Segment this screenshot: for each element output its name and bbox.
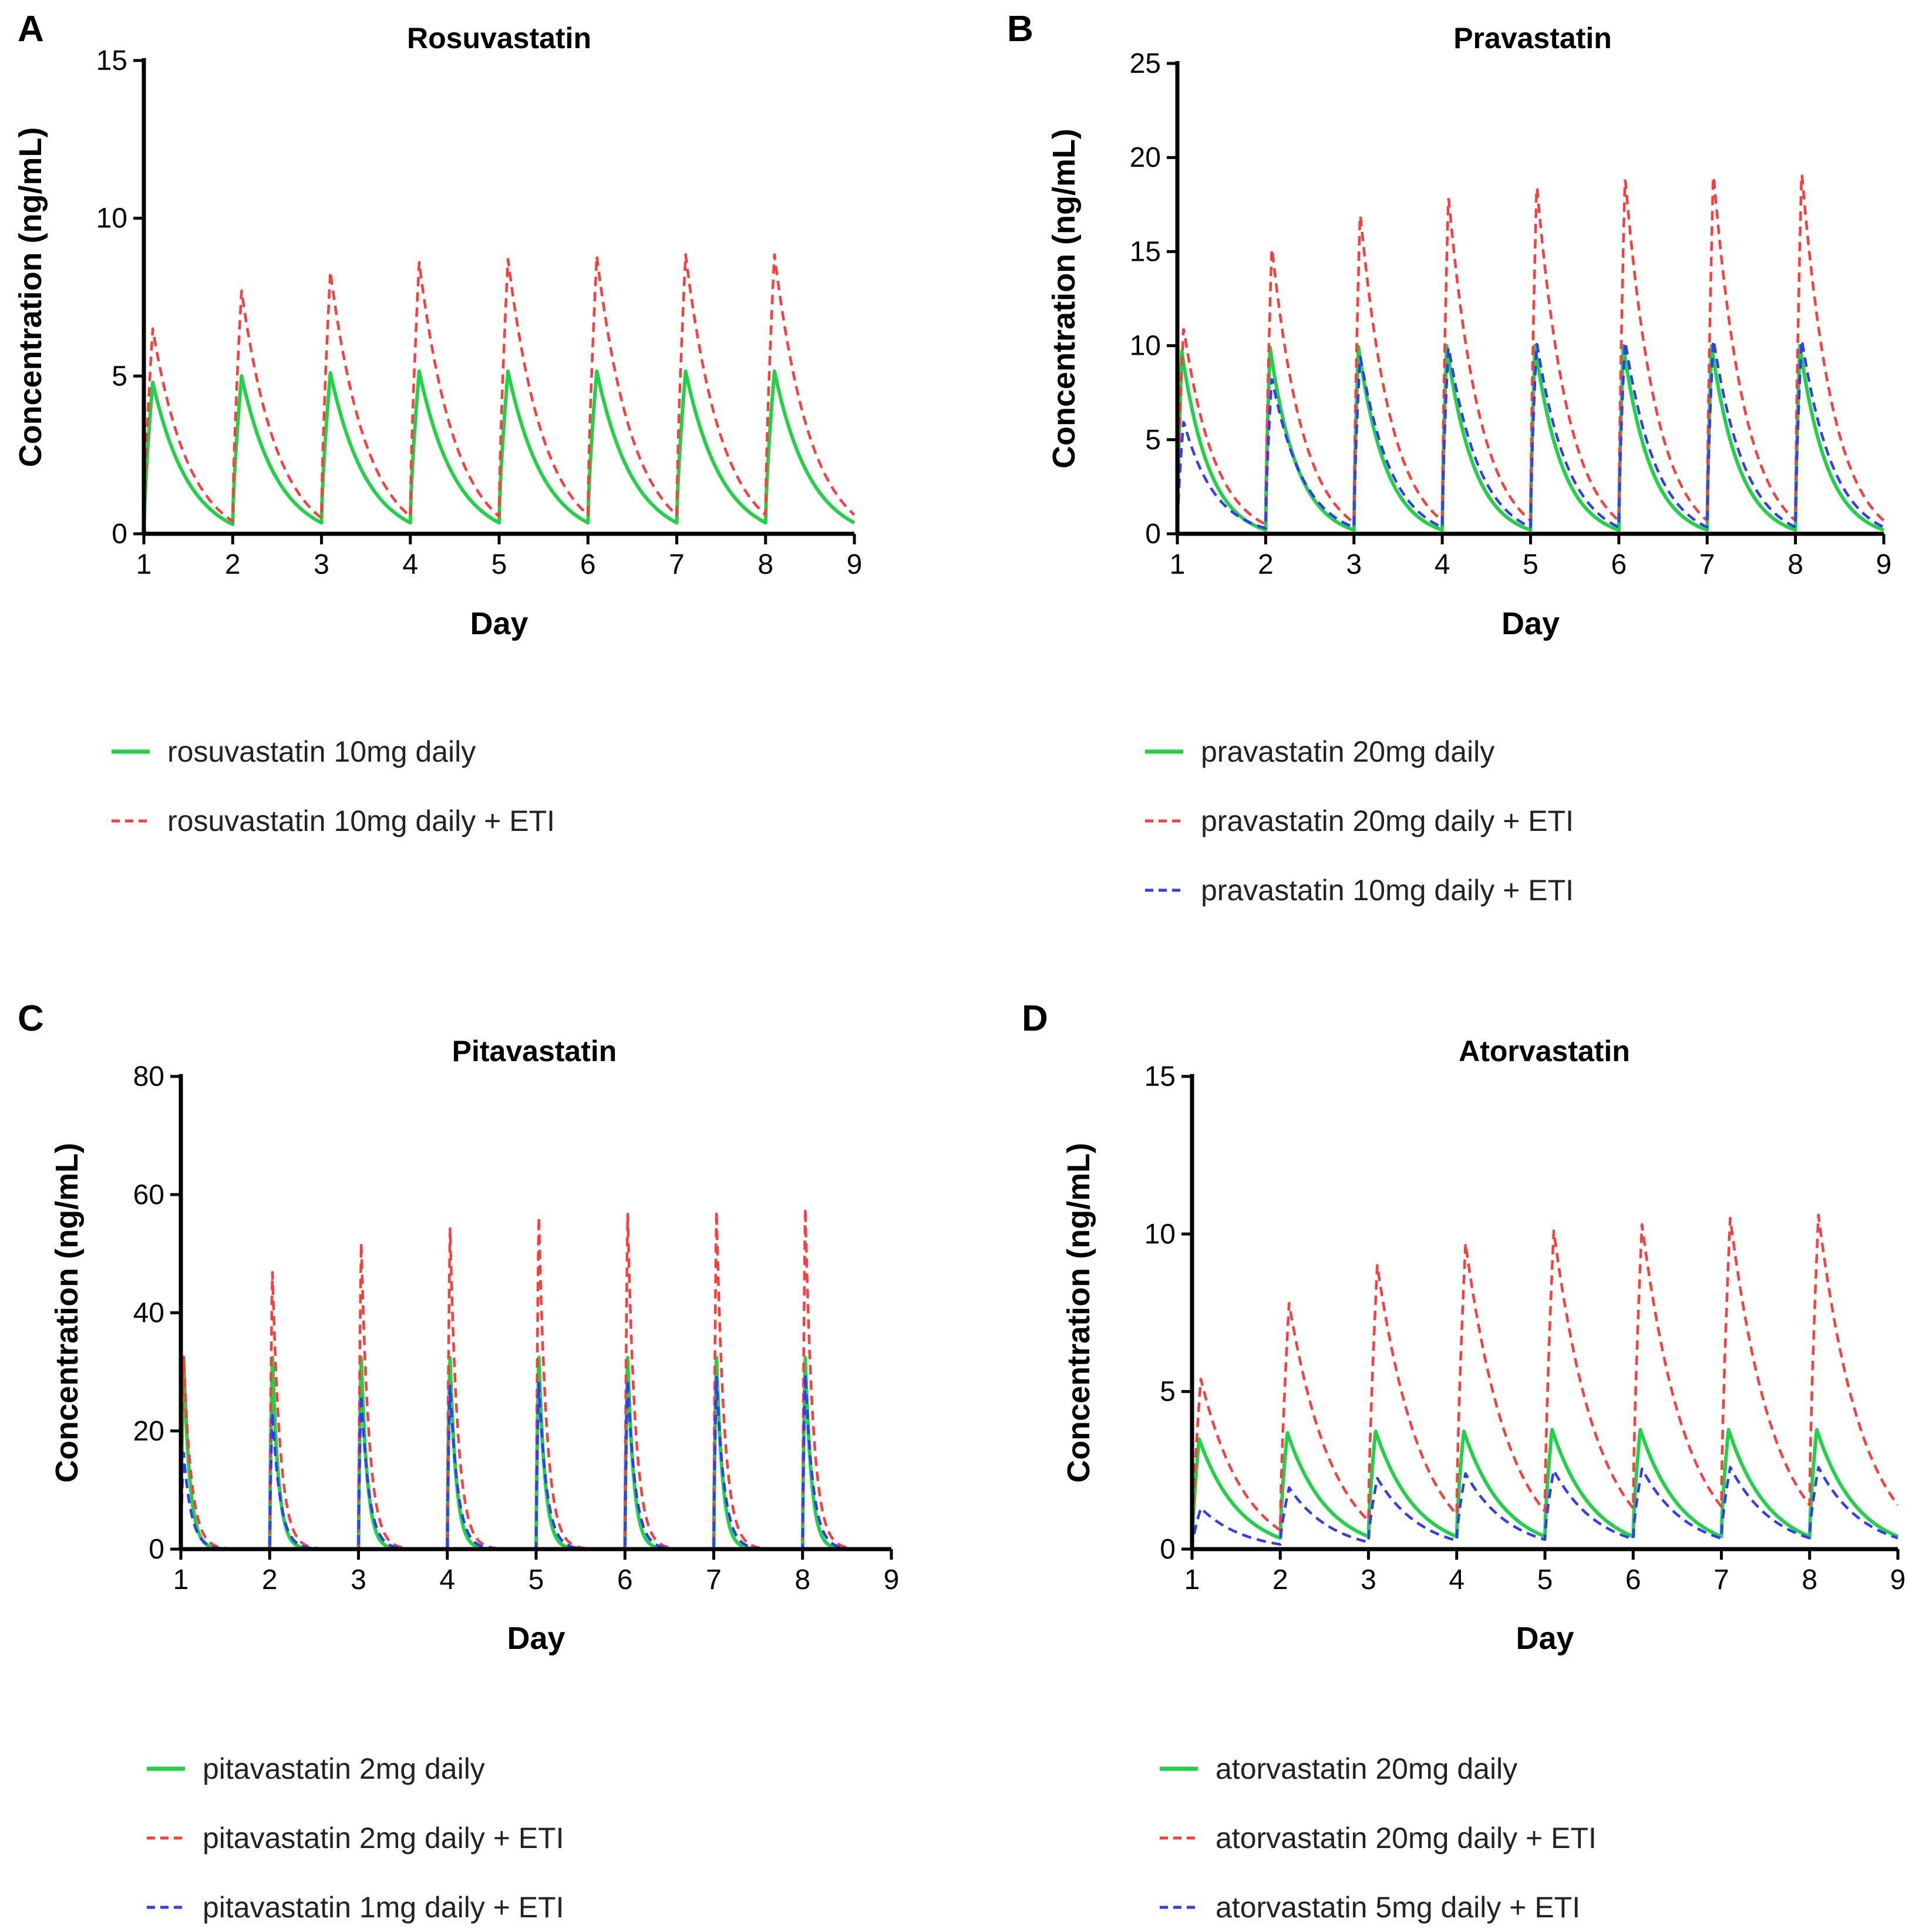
x-axis-label: Day (470, 606, 528, 641)
y-tick-label: 40 (133, 1298, 164, 1329)
x-tick-label: 5 (1537, 1564, 1553, 1596)
y-tick-label: 20 (133, 1416, 164, 1447)
legend-label-2: pitavastatin 2mg daily + ETI (203, 1822, 564, 1854)
x-tick-label: 1 (1170, 549, 1186, 580)
legend-label-3: pitavastatin 1mg daily + ETI (203, 1891, 564, 1924)
x-tick-label: 5 (528, 1564, 544, 1596)
panel-d: D Atorvastatin Concentration (ng/mL) Day 0 5 1… (1022, 998, 1905, 1924)
x-tick-label: 2 (1272, 1564, 1288, 1596)
x-tick-label: 9 (847, 549, 863, 580)
x-tick-label: 4 (1435, 549, 1450, 580)
legend-label-2: atorvastatin 20mg daily + ETI (1216, 1822, 1597, 1854)
y-tick-label: 80 (133, 1061, 164, 1092)
y-tick-label: 0 (1145, 519, 1161, 550)
x-tick-label: 8 (794, 1564, 810, 1596)
y-axis-label: Concentration (ng/mL) (1046, 129, 1082, 469)
x-tick-label: 4 (402, 549, 418, 580)
legend-label-1: pravastatin 20mg daily (1201, 735, 1494, 768)
series-line-2 (142, 253, 856, 534)
chart-title: Pitavastatin (452, 1035, 617, 1068)
x-tick-label: 9 (1890, 1564, 1906, 1596)
legend-label-1: pitavastatin 2mg daily (203, 1752, 485, 1785)
legend-label-2: rosuvastatin 10mg daily + ETI (167, 805, 555, 837)
series-line-1 (1176, 344, 1886, 534)
x-tick-label: 3 (1346, 549, 1362, 580)
y-tick-label: 10 (1144, 1219, 1176, 1250)
legend-label-3: pravastatin 10mg daily + ETI (1201, 874, 1574, 907)
x-tick-label: 7 (1713, 1564, 1729, 1596)
x-tick-label: 1 (1184, 1564, 1200, 1596)
x-axis-label: Day (1516, 1621, 1574, 1656)
legend-label-3: atorvastatin 5mg daily + ETI (1216, 1891, 1580, 1924)
panel-letter: C (18, 998, 44, 1039)
y-tick-label: 5 (1160, 1376, 1176, 1408)
x-tick-label: 6 (617, 1564, 633, 1596)
x-tick-label: 4 (439, 1564, 455, 1596)
y-tick-label: 10 (96, 203, 127, 234)
legend-label-1: atorvastatin 20mg daily (1216, 1752, 1517, 1785)
y-tick-label: 15 (96, 45, 127, 76)
x-tick-label: 8 (1787, 549, 1803, 580)
series-line-3 (1190, 1466, 1899, 1550)
y-tick-label: 5 (112, 361, 127, 392)
x-axis-label: Day (507, 1621, 565, 1656)
x-tick-label: 5 (1523, 549, 1538, 580)
x-tick-label: 5 (491, 549, 507, 580)
x-tick-label: 3 (1361, 1564, 1376, 1596)
legend-label-2: pravastatin 20mg daily + ETI (1201, 805, 1574, 837)
x-tick-label: 2 (225, 549, 241, 580)
y-tick-label: 20 (1130, 142, 1161, 173)
y-tick-label: 15 (1130, 236, 1161, 267)
y-tick-label: 0 (149, 1534, 164, 1565)
x-tick-label: 3 (314, 549, 329, 580)
y-tick-label: 10 (1130, 331, 1161, 362)
x-tick-label: 8 (758, 549, 773, 580)
legend-label-1: rosuvastatin 10mg daily (167, 735, 476, 768)
series-line-1 (142, 369, 856, 534)
y-tick-label: 5 (1145, 425, 1161, 456)
series-line-2 (1190, 1213, 1899, 1550)
panel-a: A Rosuvastatin Concentration (ng/mL) Day 0 5 1… (13, 9, 862, 837)
y-tick-label: 60 (133, 1179, 164, 1210)
panel-letter: D (1022, 998, 1048, 1039)
y-tick-label: 0 (112, 519, 127, 550)
x-tick-label: 6 (1611, 549, 1627, 580)
x-tick-label: 7 (669, 549, 685, 580)
panel-b: B Pravastatin Concentration (ng/mL) Day 0 5 10… (1007, 9, 1891, 907)
x-axis-label: Day (1501, 606, 1560, 641)
x-tick-label: 2 (1258, 549, 1274, 580)
y-axis-label: Concentration (ng/mL) (1061, 1143, 1096, 1483)
panel-letter: A (18, 9, 44, 49)
x-tick-label: 9 (1876, 549, 1892, 580)
series-line-3 (1176, 339, 1885, 534)
x-tick-label: 6 (580, 549, 596, 580)
x-tick-label: 6 (1625, 1564, 1641, 1596)
x-tick-label: 1 (136, 549, 152, 580)
x-tick-label: 8 (1802, 1564, 1817, 1596)
x-tick-label: 7 (706, 1564, 722, 1596)
y-tick-label: 0 (1160, 1534, 1176, 1565)
x-tick-label: 3 (351, 1564, 366, 1596)
y-axis-label: Concentration (ng/mL) (13, 127, 48, 467)
y-tick-label: 15 (1144, 1061, 1176, 1092)
x-tick-label: 1 (173, 1564, 189, 1596)
chart-title: Atorvastatin (1459, 1035, 1630, 1068)
chart-title: Pravastatin (1453, 22, 1612, 55)
x-tick-label: 9 (884, 1564, 900, 1596)
chart-title: Rosuvastatin (407, 22, 591, 55)
y-tick-label: 25 (1130, 48, 1161, 79)
x-tick-label: 2 (262, 1564, 278, 1596)
x-tick-label: 7 (1699, 549, 1715, 580)
x-tick-label: 4 (1449, 1564, 1464, 1596)
panel-letter: B (1007, 9, 1033, 49)
panel-c: C Pitavastatin Concentration (ng/mL) Day 0 20… (18, 998, 899, 1924)
y-axis-label: Concentration (ng/mL) (49, 1143, 85, 1483)
